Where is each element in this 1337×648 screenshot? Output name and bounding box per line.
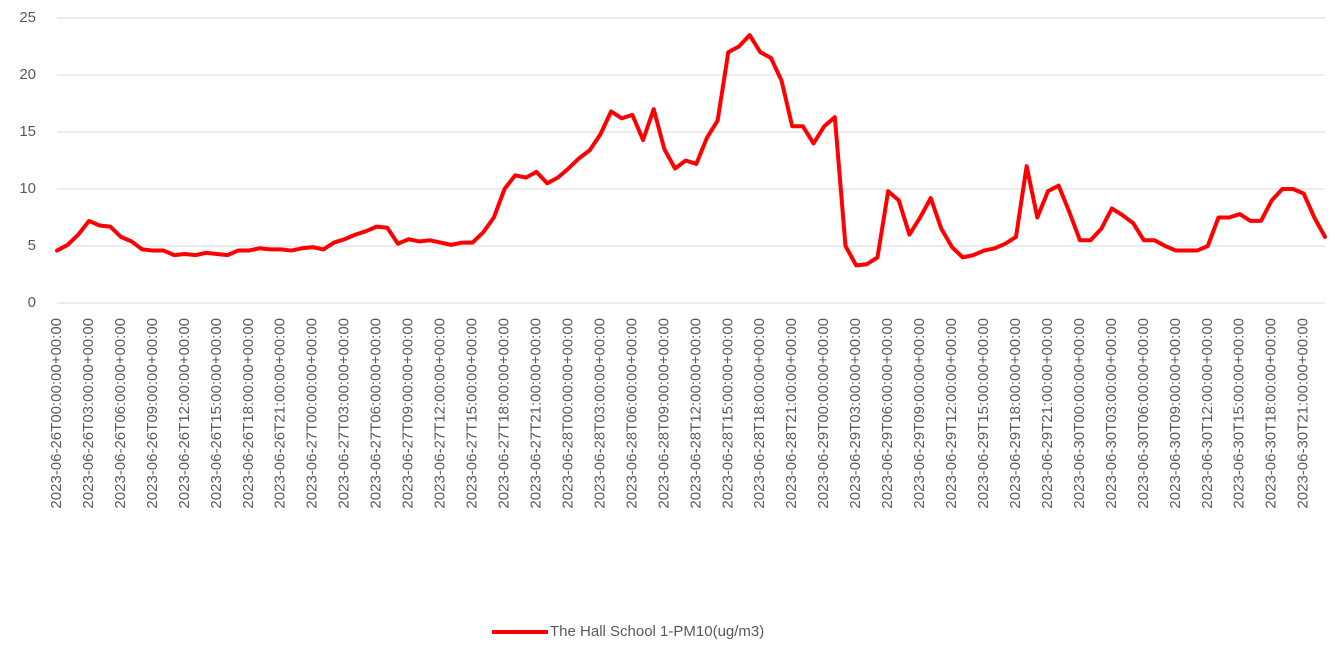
x-tick-label: 2023-06-26T21:00:00+00:00: [272, 318, 289, 509]
x-tick-label: 2023-06-29T12:00:00+00:00: [943, 318, 960, 509]
x-tick-label: 2023-06-28T09:00:00+00:00: [655, 318, 672, 509]
x-tick-label: 2023-06-29T03:00:00+00:00: [847, 318, 864, 509]
y-tick-label: 25: [19, 9, 36, 26]
x-tick-label: 2023-06-30T12:00:00+00:00: [1199, 318, 1216, 509]
x-tick-label: 2023-06-30T18:00:00+00:00: [1263, 318, 1280, 509]
y-tick-label: 10: [19, 180, 36, 197]
y-tick-label: 0: [28, 294, 36, 311]
x-tick-label: 2023-06-26T18:00:00+00:00: [240, 318, 257, 509]
x-tick-label: 2023-06-30T15:00:00+00:00: [1231, 318, 1248, 509]
x-tick-label: 2023-06-28T06:00:00+00:00: [623, 318, 640, 509]
x-tick-label: 2023-06-27T00:00:00+00:00: [304, 318, 321, 509]
x-tick-label: 2023-06-28T18:00:00+00:00: [751, 318, 768, 509]
x-tick-label: 2023-06-29T18:00:00+00:00: [1007, 318, 1024, 509]
x-tick-label: 2023-06-27T06:00:00+00:00: [368, 318, 385, 509]
x-tick-label: 2023-06-29T06:00:00+00:00: [879, 318, 896, 509]
x-tick-label: 2023-06-26T03:00:00+00:00: [80, 318, 97, 509]
x-tick-label: 2023-06-28T03:00:00+00:00: [591, 318, 608, 509]
x-tick-label: 2023-06-27T21:00:00+00:00: [527, 318, 544, 509]
x-tick-label: 2023-06-28T12:00:00+00:00: [687, 318, 704, 509]
x-tick-label: 2023-06-26T15:00:00+00:00: [208, 318, 225, 509]
y-tick-label: 15: [19, 123, 36, 140]
x-tick-label: 2023-06-30T00:00:00+00:00: [1071, 318, 1088, 509]
x-tick-label: 2023-06-26T12:00:00+00:00: [176, 318, 193, 509]
x-tick-label: 2023-06-28T15:00:00+00:00: [719, 318, 736, 509]
x-tick-label: 2023-06-30T09:00:00+00:00: [1167, 318, 1184, 509]
x-tick-label: 2023-06-27T03:00:00+00:00: [336, 318, 353, 509]
legend-label: The Hall School 1-PM10(ug/m3): [550, 623, 764, 640]
x-tick-label: 2023-06-30T21:00:00+00:00: [1295, 318, 1312, 509]
x-tick-label: 2023-06-26T09:00:00+00:00: [144, 318, 161, 509]
x-tick-label: 2023-06-27T18:00:00+00:00: [495, 318, 512, 509]
x-tick-label: 2023-06-29T09:00:00+00:00: [911, 318, 928, 509]
x-tick-label: 2023-06-26T06:00:00+00:00: [112, 318, 129, 509]
x-tick-label: 2023-06-28T00:00:00+00:00: [559, 318, 576, 509]
x-tick-label: 2023-06-27T09:00:00+00:00: [400, 318, 417, 509]
data-line: [55, 33, 1327, 268]
x-tick-label: 2023-06-28T21:00:00+00:00: [783, 318, 800, 509]
x-tick-label: 2023-06-30T03:00:00+00:00: [1103, 318, 1120, 509]
x-tick-label: 2023-06-29T00:00:00+00:00: [815, 318, 832, 509]
x-tick-label: 2023-06-27T15:00:00+00:00: [464, 318, 481, 509]
x-tick-label: 2023-06-29T21:00:00+00:00: [1039, 318, 1056, 509]
x-tick-label: 2023-06-26T00:00:00+00:00: [48, 318, 65, 509]
x-tick-label: 2023-06-29T15:00:00+00:00: [975, 318, 992, 509]
x-tick-label: 2023-06-27T12:00:00+00:00: [432, 318, 449, 509]
x-tick-label: 2023-06-30T06:00:00+00:00: [1135, 318, 1152, 509]
y-tick-label: 5: [28, 237, 36, 254]
y-tick-label: 20: [19, 66, 36, 83]
